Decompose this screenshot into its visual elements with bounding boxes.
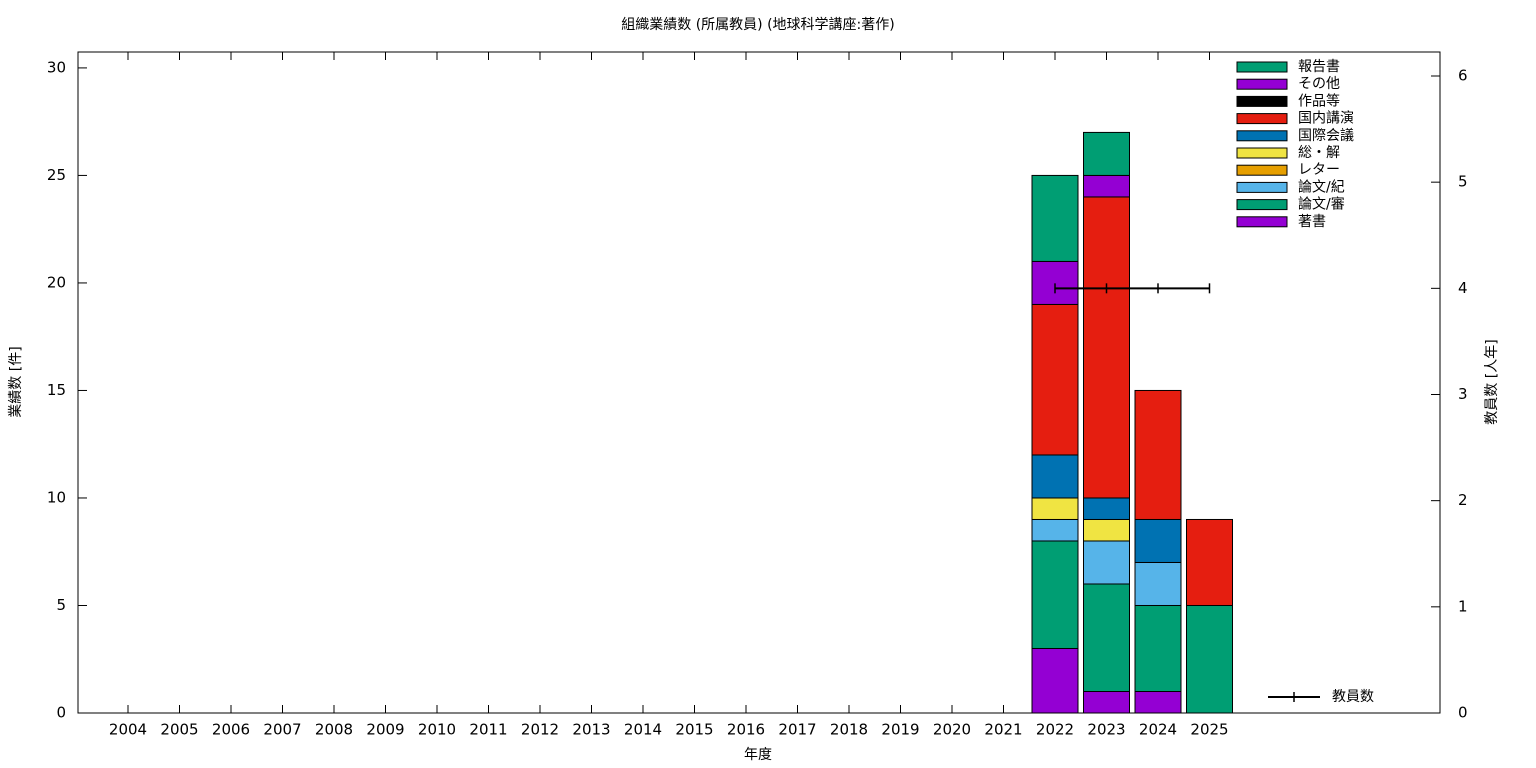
y-tick-label: 5 <box>56 596 66 614</box>
y-tick-label: 15 <box>47 381 66 399</box>
bar-segment <box>1134 604 1182 692</box>
x-tick-label: 2021 <box>984 721 1022 739</box>
x-tick-label: 2015 <box>675 721 713 739</box>
legend-label: 報告書 <box>1298 59 1340 75</box>
bar-segment <box>1083 131 1130 176</box>
legend-label: 教員数 <box>1332 689 1374 705</box>
plot-frame <box>77 51 1441 714</box>
bar-segment <box>1031 540 1079 649</box>
x-tick-label: 2007 <box>263 721 301 739</box>
bar-segment <box>1134 518 1182 563</box>
y2-tick-label: 0 <box>1458 704 1468 722</box>
bar-segment <box>1134 690 1182 714</box>
bar-segment <box>1031 260 1079 305</box>
legend-label: 論文/紀 <box>1298 179 1345 195</box>
legend-swatch <box>1236 130 1288 142</box>
bar-segment <box>1083 196 1130 499</box>
bar-segment <box>1134 561 1182 606</box>
x-tick-label: 2013 <box>572 721 610 739</box>
bar-segment <box>1031 454 1079 499</box>
y-tick-label: 30 <box>47 58 66 76</box>
x-tick-label: 2009 <box>366 721 404 739</box>
legend-swatch <box>1236 181 1288 193</box>
y2-tick-label: 6 <box>1458 66 1468 84</box>
legend-swatch <box>1236 147 1288 159</box>
x-tick-label: 2004 <box>109 721 147 739</box>
y2-axis-label: 教員数 [人年] <box>1484 339 1500 424</box>
legend-swatch <box>1236 216 1288 228</box>
x-tick-label: 2005 <box>160 721 198 739</box>
y-tick-label: 20 <box>47 273 66 291</box>
legend-label: 国内講演 <box>1298 111 1354 127</box>
bar-segment <box>1083 174 1130 198</box>
x-tick-label: 2018 <box>830 721 868 739</box>
y2-tick-label: 3 <box>1458 385 1468 403</box>
legend-swatch <box>1236 61 1288 73</box>
x-tick-label: 2023 <box>1087 721 1125 739</box>
bar-segment <box>1083 497 1130 520</box>
bar-segment <box>1031 518 1079 542</box>
chart-title: 組織業績数 (所属教員) (地球科学講座:著作) <box>621 17 894 33</box>
x-tick-label: 2022 <box>1036 721 1074 739</box>
legend-swatch <box>1236 95 1288 107</box>
legend-label: 論文/審 <box>1298 197 1345 213</box>
x-tick-label: 2008 <box>315 721 353 739</box>
bar-segment <box>1031 497 1079 520</box>
y-tick-label: 10 <box>47 488 66 506</box>
legend-label: 作品等 <box>1298 92 1340 109</box>
legend-label: 著書 <box>1298 214 1326 230</box>
x-tick-label: 2011 <box>469 721 507 739</box>
x-tick-label: 2017 <box>778 721 816 739</box>
x-tick-label: 2012 <box>521 721 559 739</box>
y2-tick-label: 5 <box>1458 173 1468 191</box>
legend-label: 国際会議 <box>1298 127 1354 144</box>
x-tick-label: 2024 <box>1139 721 1177 739</box>
bar-segment <box>1031 174 1079 262</box>
bar-segment <box>1186 604 1233 714</box>
legend-swatch <box>1236 78 1288 90</box>
legend-swatch <box>1236 113 1288 125</box>
x-tick-label: 2010 <box>418 721 456 739</box>
bar-segment <box>1134 389 1182 520</box>
legend-label: その他 <box>1298 76 1340 92</box>
x-tick-label: 2019 <box>881 721 919 739</box>
y2-tick-label: 4 <box>1458 279 1468 297</box>
bar-segment <box>1083 583 1130 692</box>
y-axis-label: 業績数 [件] <box>8 346 24 417</box>
legend-swatch <box>1236 199 1288 211</box>
bar-segment <box>1031 647 1079 714</box>
x-tick-label: 2014 <box>624 721 662 739</box>
bar-segment <box>1083 690 1130 714</box>
x-tick-label: 2020 <box>933 721 971 739</box>
bar-segment <box>1083 540 1130 585</box>
bar-segment <box>1186 518 1233 606</box>
y2-tick-label: 2 <box>1458 491 1468 509</box>
x-tick-label: 2006 <box>212 721 250 739</box>
y-tick-label: 0 <box>56 704 66 722</box>
x-axis-label: 年度 <box>744 747 772 763</box>
legend-swatch <box>1236 164 1288 176</box>
x-tick-label: 2016 <box>727 721 765 739</box>
legend-label: レター <box>1298 162 1340 178</box>
bar-segment <box>1031 303 1079 456</box>
x-tick-label: 2025 <box>1190 721 1228 739</box>
y2-tick-label: 1 <box>1458 597 1468 615</box>
legend-label: 総・解 <box>1298 145 1340 161</box>
bar-segment <box>1083 518 1130 542</box>
y-tick-label: 25 <box>47 166 66 184</box>
